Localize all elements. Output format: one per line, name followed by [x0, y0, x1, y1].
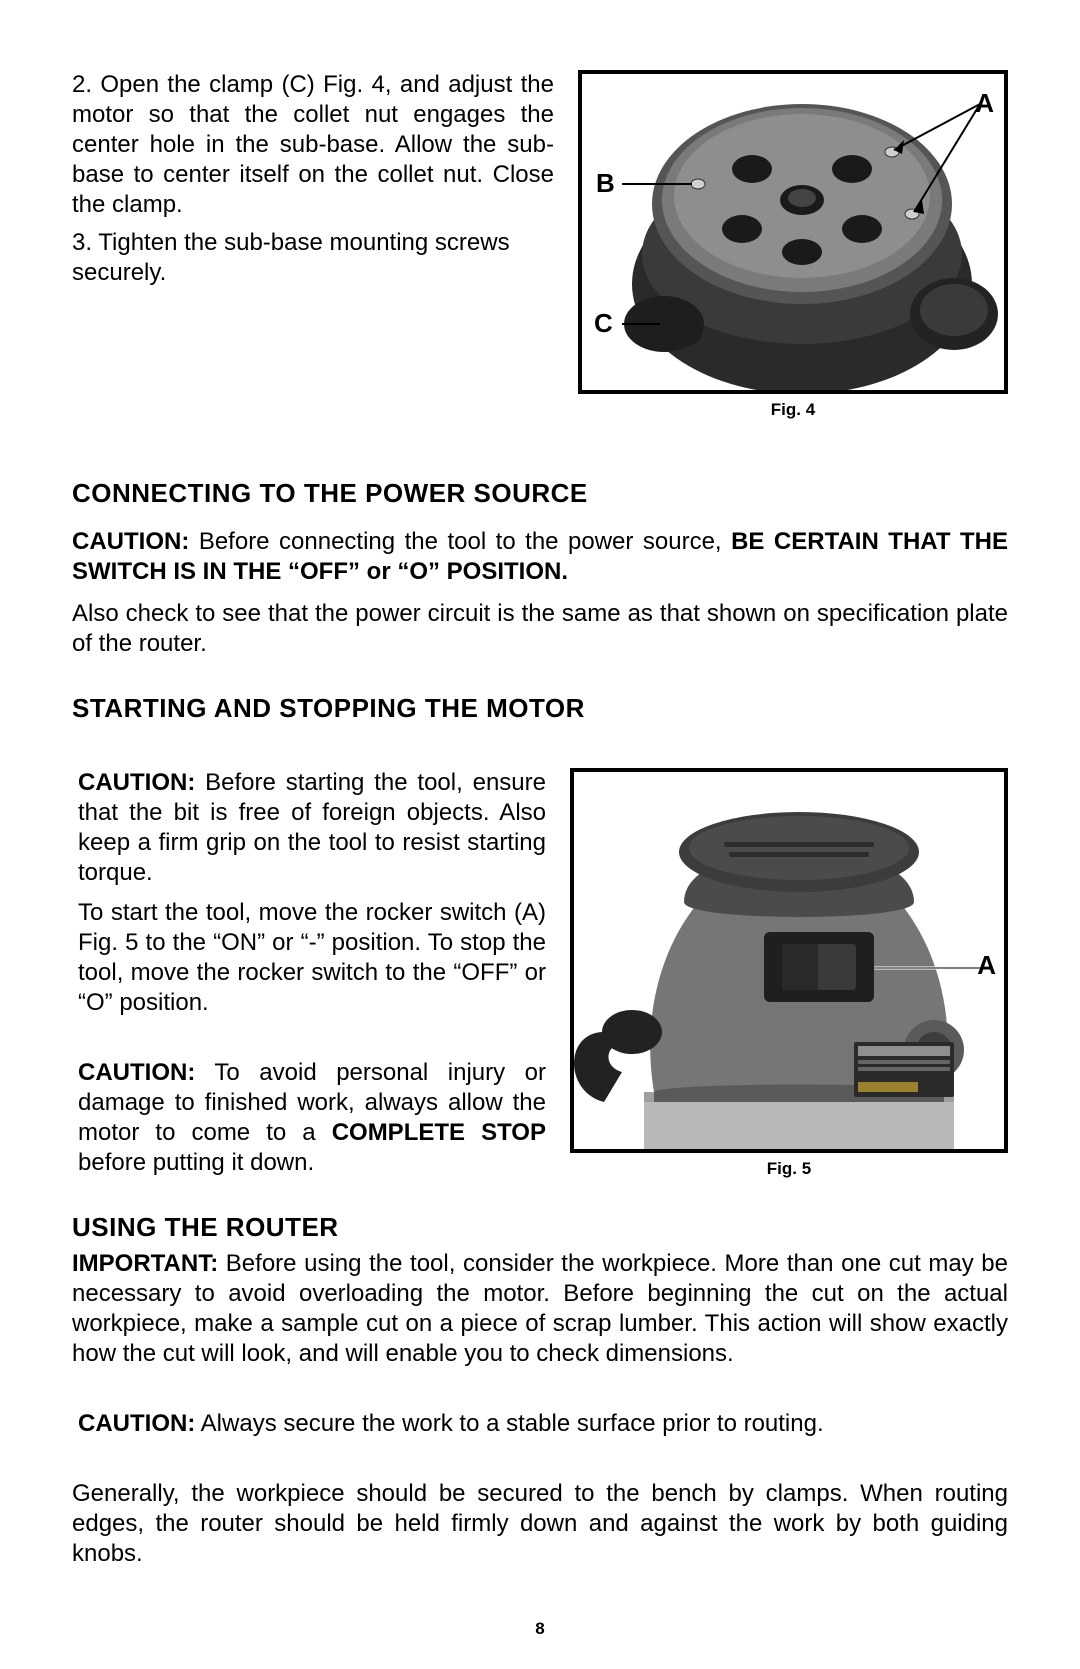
section-motor: STARTING AND STOPPING THE MOTOR CAUTION:… — [72, 693, 1008, 1186]
caution-label: CAUTION: — [78, 1410, 195, 1437]
caution-label: CAUTION: — [78, 1059, 195, 1086]
router-p2-b: Always secure the work to a stable surfa… — [195, 1410, 823, 1437]
fig4-label-c: C — [594, 308, 613, 339]
motor-text-col: CAUTION: Before starting the tool, ensur… — [72, 768, 546, 1186]
fig5-label-a: A — [977, 950, 996, 981]
fig4-label-a: A — [975, 88, 994, 119]
step-2-text: 2. Open the clamp (C) Fig. 4, and adjust… — [72, 70, 554, 220]
motor-p1: CAUTION: Before starting the tool, ensur… — [78, 768, 546, 888]
motor-p2: To start the tool, move the rocker switc… — [78, 898, 546, 1018]
important-label: IMPORTANT: — [72, 1250, 218, 1277]
motor-p3: CAUTION: To avoid personal injury or dam… — [78, 1058, 546, 1178]
motor-p3-d: before putting it down. — [78, 1149, 314, 1176]
fig5-svg — [574, 772, 1008, 1153]
heading-motor: STARTING AND STOPPING THE MOTOR — [72, 693, 1008, 724]
caution-label: CAUTION: — [78, 769, 195, 796]
router-p2: CAUTION: Always secure the work to a sta… — [72, 1409, 1008, 1439]
intro-text-col: 2. Open the clamp (C) Fig. 4, and adjust… — [72, 70, 554, 420]
fig5-caption: Fig. 5 — [570, 1159, 1008, 1179]
manual-page: 2. Open the clamp (C) Fig. 4, and adjust… — [0, 0, 1080, 1669]
motor-p3-c: COM­PLETE STOP — [332, 1119, 546, 1146]
fig4-caption: Fig. 4 — [578, 400, 1008, 420]
fig4-box: A B C — [578, 70, 1008, 394]
section-power: CONNECTING TO THE POWER SOURCE CAUTION: … — [72, 478, 1008, 659]
motor-two-col: CAUTION: Before starting the tool, ensur… — [72, 768, 1008, 1186]
power-p1: CAUTION: Before connecting the tool to t… — [72, 527, 1008, 587]
heading-router: USING THE ROUTER — [72, 1212, 1008, 1243]
caution-label: CAUTION: — [72, 528, 189, 555]
fig4-svg — [582, 74, 1008, 394]
step-3-text: 3. Tighten the sub-base mounting screws … — [72, 228, 554, 288]
section-router: USING THE ROUTER IMPORTANT: Before using… — [72, 1212, 1008, 1569]
router-p3: Generally, the workpiece should be secur… — [72, 1479, 1008, 1569]
section-intro: 2. Open the clamp (C) Fig. 4, and adjust… — [72, 70, 1008, 420]
power-p1-b: Before connecting the tool to the power … — [189, 528, 731, 555]
fig4-label-b: B — [596, 168, 615, 199]
page-number: 8 — [0, 1619, 1080, 1639]
fig4-col: A B C Fig. 4 — [578, 70, 1008, 420]
router-p1: IMPORTANT: Before using the tool, consid… — [72, 1249, 1008, 1369]
fig5-box: A — [570, 768, 1008, 1153]
heading-power: CONNECTING TO THE POWER SOURCE — [72, 478, 1008, 509]
power-p2: Also check to see that the power circuit… — [72, 599, 1008, 659]
fig5-col: A Fig. 5 — [570, 768, 1008, 1186]
